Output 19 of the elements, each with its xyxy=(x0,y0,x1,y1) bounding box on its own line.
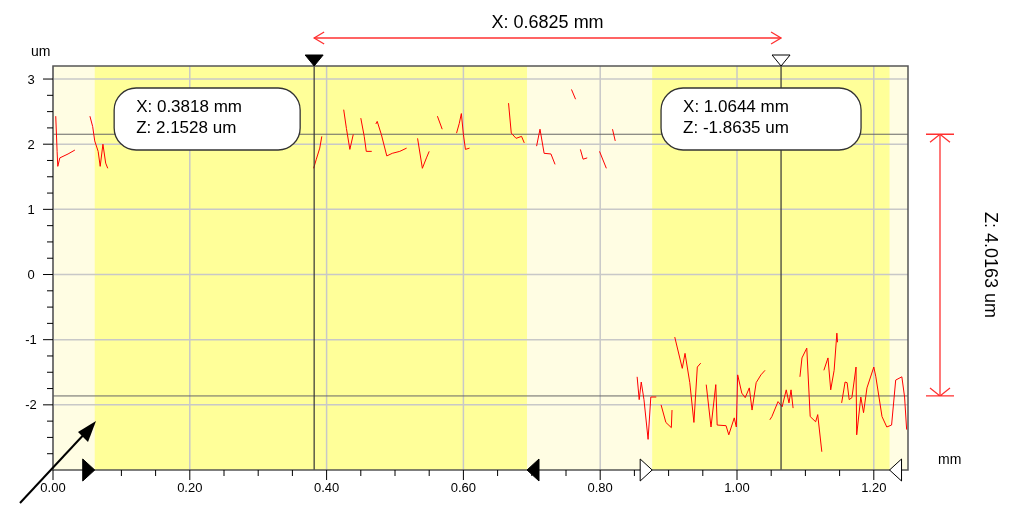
annotation: X: 1.0644 mm Z: -1.8635 um xyxy=(683,97,789,137)
y-tick-label: 0 xyxy=(27,267,35,283)
y-tick-label: -2 xyxy=(25,397,37,413)
y-tick-label: 1 xyxy=(27,201,35,217)
x-tick-label: 0.40 xyxy=(313,480,340,495)
x-tick-label: 0.20 xyxy=(177,480,203,495)
x-tick-label: 0.80 xyxy=(587,480,613,495)
x-tick-label: 1.00 xyxy=(724,480,750,495)
text: Z: 4.0163 um xyxy=(981,212,1001,319)
y-tick-label: -1 xyxy=(25,332,37,348)
annotation: X: 0.3818 mm Z: 2.1528 um xyxy=(136,97,242,137)
y-tick-label: 2 xyxy=(27,136,35,152)
text: X: 0.6825 mm xyxy=(491,12,604,32)
y-tick-label: 3 xyxy=(27,71,35,87)
x-axis-title: mm xyxy=(938,451,962,467)
x-tick-label: 1.20 xyxy=(861,480,887,495)
y-axis-title: um xyxy=(31,43,51,59)
x-tick-label: 0.60 xyxy=(450,480,477,495)
x-tick-label: 0.00 xyxy=(40,480,66,495)
